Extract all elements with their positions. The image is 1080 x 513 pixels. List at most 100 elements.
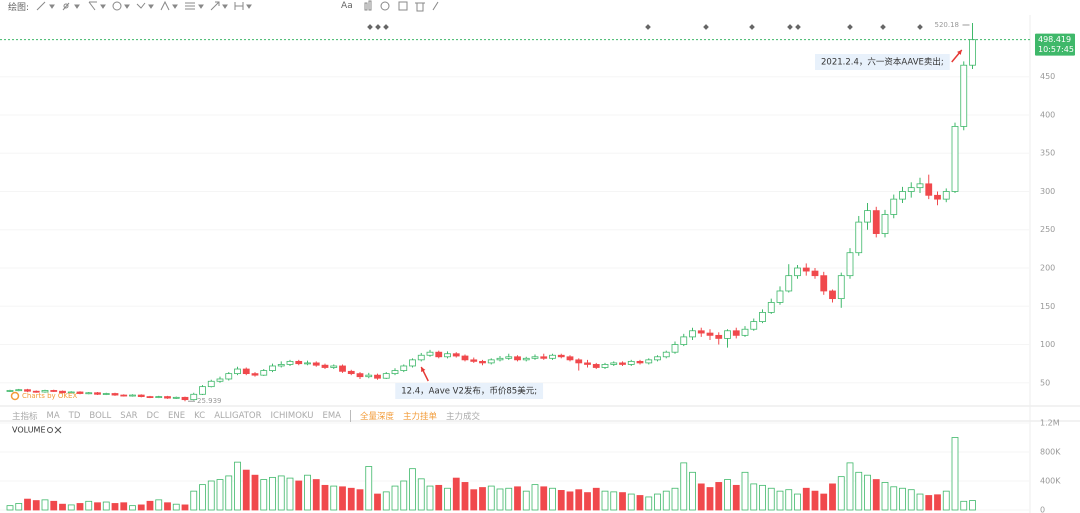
volume-bar (76, 503, 84, 511)
volume-bar (549, 487, 556, 511)
volume-bar (750, 483, 758, 511)
volume-bar (15, 503, 23, 511)
volume-bar (181, 504, 189, 511)
volume-bar (741, 471, 749, 511)
volume-bar (304, 474, 311, 511)
candle-body (785, 275, 793, 292)
candle-body (137, 394, 145, 397)
candle-body (776, 290, 784, 303)
volume-bar (514, 486, 521, 511)
volume-tick-label: 1.2M (1040, 419, 1060, 428)
candle-body (601, 364, 609, 368)
min-price-label: 25.939 (197, 397, 222, 405)
volume-bar (146, 500, 154, 511)
candle-body (872, 210, 880, 234)
indicator-tab[interactable]: SAR (120, 411, 138, 421)
candle-body (960, 64, 968, 127)
candle-body (216, 378, 224, 382)
candle-body (24, 389, 31, 392)
y-tick-label: 250 (1040, 225, 1055, 234)
indicator-tab[interactable]: ICHIMOKU (270, 411, 314, 421)
toolbar-label: 绘图: (8, 2, 30, 13)
candle-body (260, 370, 268, 376)
volume-bar (32, 500, 40, 511)
candle-body (400, 365, 408, 371)
volume-bar (706, 487, 714, 511)
volume-bar (636, 495, 644, 511)
volume-bar (24, 498, 31, 511)
indicator-tab[interactable]: ENE (168, 411, 186, 421)
candle-body (557, 354, 565, 358)
indicator-tab[interactable]: 主力成交 (446, 412, 481, 422)
volume-bar (794, 493, 801, 511)
volume-bar (461, 482, 469, 511)
volume-bar (767, 487, 775, 511)
candle-body (575, 359, 583, 364)
volume-bar (689, 471, 696, 511)
indicator-tab[interactable]: 主力挂单 (403, 412, 438, 422)
watermark-logo (10, 391, 20, 401)
indicator-tab[interactable]: BOLL (89, 411, 112, 421)
candle-body (129, 394, 136, 397)
indicator-tabs: 主指标 MA TD BOLL SAR DC ENE KC ALLIGATOR ICHIMOKU EM… (12, 410, 480, 422)
candle-body (155, 396, 163, 398)
volume-bar (899, 487, 906, 511)
candle-body (339, 365, 346, 372)
annotation-box (395, 383, 544, 399)
volume-bar (697, 483, 705, 511)
candle-body (864, 210, 871, 223)
volume-bar (942, 490, 950, 511)
candle-body (181, 396, 189, 401)
y-tick-label: 300 (1040, 187, 1055, 196)
candle-body (32, 390, 40, 393)
candle-body (540, 356, 548, 359)
volume-bar (426, 485, 434, 511)
volume-bar (164, 502, 171, 511)
volume-bar (846, 462, 854, 511)
candle-body (479, 360, 486, 364)
volume-bar (391, 485, 399, 511)
volume-bar (435, 484, 443, 511)
volume-bar (470, 489, 478, 511)
indicator-tab[interactable]: ALLIGATOR (214, 411, 262, 421)
indicator-tab[interactable]: 全量深度 (349, 410, 394, 422)
annotation-text: 12.4，Aave V2发布，币价85美元; (401, 386, 537, 397)
volume-bar (680, 462, 688, 511)
indicator-tab[interactable]: TD (68, 411, 81, 421)
candle-body (67, 391, 75, 394)
candle-body (715, 334, 723, 339)
volume-bar (286, 477, 294, 511)
candle-body (374, 374, 381, 379)
candle-body (487, 359, 495, 364)
indicator-tab[interactable]: DC (146, 411, 160, 421)
candle-body (207, 380, 215, 388)
indicator-tab[interactable]: KC (194, 411, 206, 421)
volume-bar (295, 480, 303, 511)
indicator-tab[interactable]: MA (46, 411, 60, 421)
candle-body (899, 191, 906, 200)
indicator-tab[interactable]: EMA (322, 411, 341, 421)
candle-body (59, 390, 66, 394)
candle-body (347, 370, 355, 375)
candle-body (942, 191, 950, 200)
candle-body (951, 126, 959, 192)
annotation-box (815, 54, 950, 70)
candle-body (76, 391, 84, 394)
candle-body (934, 194, 941, 200)
candle-body (365, 374, 373, 378)
font-button[interactable]: Aa (341, 1, 353, 11)
volume-bar (890, 486, 898, 511)
candle-body (321, 364, 329, 368)
volume-bar (925, 495, 933, 511)
volume-bar (811, 490, 819, 511)
y-tick-label: 400 (1040, 110, 1055, 119)
candle-body (645, 359, 653, 364)
candle-body (41, 390, 49, 393)
candle-body (6, 390, 14, 392)
volume-bar (724, 479, 731, 511)
candle-body (671, 344, 679, 353)
volume-bar (444, 487, 451, 511)
volume-bar (671, 487, 679, 511)
indicator-tab[interactable]: 主指标 (12, 412, 38, 422)
candle-body (199, 386, 206, 395)
